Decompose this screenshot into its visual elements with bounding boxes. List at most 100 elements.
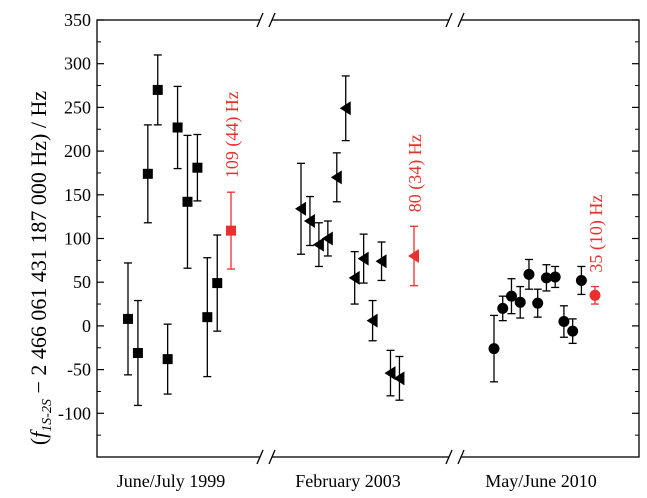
- data-marker: [348, 270, 360, 285]
- data-point: [162, 323, 173, 395]
- y-tick-label: 0: [82, 316, 91, 336]
- data-point: [505, 278, 517, 315]
- data-marker: [142, 168, 153, 179]
- data-marks: 109 (44) Hz 80 (34) Hz 35 (10) Hz: [123, 54, 607, 407]
- data-marker: [312, 237, 324, 252]
- axis-break-mark: [268, 12, 276, 28]
- data-point: [567, 318, 579, 345]
- axis-break-mark: [256, 449, 264, 465]
- data-marker: [303, 214, 315, 229]
- result-point: [589, 285, 601, 305]
- data-marker: [558, 316, 570, 328]
- data-point: [488, 314, 500, 383]
- data-marker: [330, 170, 342, 185]
- data-marker: [295, 201, 306, 216]
- data-point: [202, 257, 213, 378]
- data-marker: [532, 297, 544, 309]
- data-point: [366, 299, 378, 342]
- result-label: 35 (10) Hz: [586, 195, 607, 273]
- axis-break-gap: [449, 453, 461, 461]
- data-point: [497, 295, 509, 322]
- data-marker: [540, 272, 552, 284]
- data-marker: [152, 84, 163, 95]
- data-marker: [172, 122, 183, 133]
- data-marker: [123, 313, 133, 324]
- data-marker: [162, 354, 173, 365]
- y-tick-label: 150: [64, 185, 91, 205]
- data-marker: [202, 312, 213, 323]
- data-marker: [575, 274, 587, 286]
- y-tick-label: 300: [64, 54, 91, 74]
- data-point: [312, 222, 324, 268]
- result-point: [226, 191, 236, 270]
- data-point: [321, 220, 333, 257]
- result-point: [408, 225, 419, 287]
- axis-break-gap: [260, 16, 272, 24]
- axis-break-mark: [457, 12, 465, 28]
- y-tick-label: -50: [67, 360, 91, 380]
- data-point: [514, 285, 526, 319]
- data-point: [212, 234, 223, 332]
- data-marker: [182, 196, 193, 207]
- data-point: [575, 265, 587, 296]
- data-marker: [212, 278, 223, 289]
- data-marker: [132, 347, 143, 358]
- data-point: [132, 299, 143, 407]
- data-marker: [567, 325, 579, 337]
- data-marker: [339, 101, 351, 116]
- axis-break-mark: [445, 12, 453, 28]
- data-marker: [497, 302, 509, 314]
- data-point: [142, 124, 153, 224]
- y-tick-label: -100: [58, 403, 91, 423]
- axis-break-gap: [260, 453, 272, 461]
- y-tick-label: 350: [64, 10, 91, 30]
- data-point: [375, 241, 387, 282]
- y-tick-label: 100: [64, 229, 91, 249]
- y-tick-label: 250: [64, 97, 91, 117]
- data-point: [384, 349, 396, 397]
- data-point: [540, 264, 552, 292]
- axes: -100 -50 0 50 100 150 200 250 300 350 June/July 19…: [58, 10, 640, 491]
- data-point: [295, 162, 306, 255]
- category-label: June/July 1999: [117, 471, 226, 491]
- data-marker: [384, 366, 396, 381]
- y-axis-label: (f1S-2S − 2 466 061 431 187 000 Hz) / Hz: [26, 91, 55, 446]
- data-marker: [192, 162, 203, 173]
- axis-break-mark: [457, 449, 465, 465]
- data-marker: [523, 268, 535, 280]
- data-marker: [393, 371, 405, 386]
- result-label: 80 (34) Hz: [405, 134, 426, 212]
- axis-break-mark: [445, 449, 453, 465]
- data-point: [152, 54, 163, 126]
- data-marker: [408, 248, 419, 263]
- category-label: May/June 2010: [485, 471, 597, 491]
- data-marker: [375, 254, 387, 269]
- data-point: [172, 85, 183, 170]
- y-tick-label: 50: [73, 272, 91, 292]
- data-marker: [226, 225, 236, 236]
- data-point: [523, 258, 535, 290]
- y-tick-label: 200: [64, 141, 91, 161]
- data-marker: [366, 313, 378, 328]
- data-point: [558, 305, 570, 338]
- axis-break-mark: [256, 12, 264, 28]
- data-point: [549, 265, 561, 289]
- data-point: [182, 134, 193, 269]
- data-point: [532, 288, 544, 318]
- data-marker: [514, 296, 526, 308]
- data-marker: [549, 271, 561, 283]
- axis-break-mark: [268, 449, 276, 465]
- data-point: [339, 75, 351, 142]
- data-point: [192, 133, 203, 202]
- data-point: [303, 195, 315, 247]
- data-marker: [321, 231, 333, 246]
- data-point: [357, 233, 369, 284]
- data-marker: [505, 290, 517, 302]
- result-label: 109 (44) Hz: [222, 91, 243, 178]
- data-point: [393, 355, 405, 401]
- data-marker: [357, 251, 369, 266]
- data-point: [348, 250, 360, 305]
- data-marker: [488, 343, 500, 355]
- data-marker: [589, 289, 601, 301]
